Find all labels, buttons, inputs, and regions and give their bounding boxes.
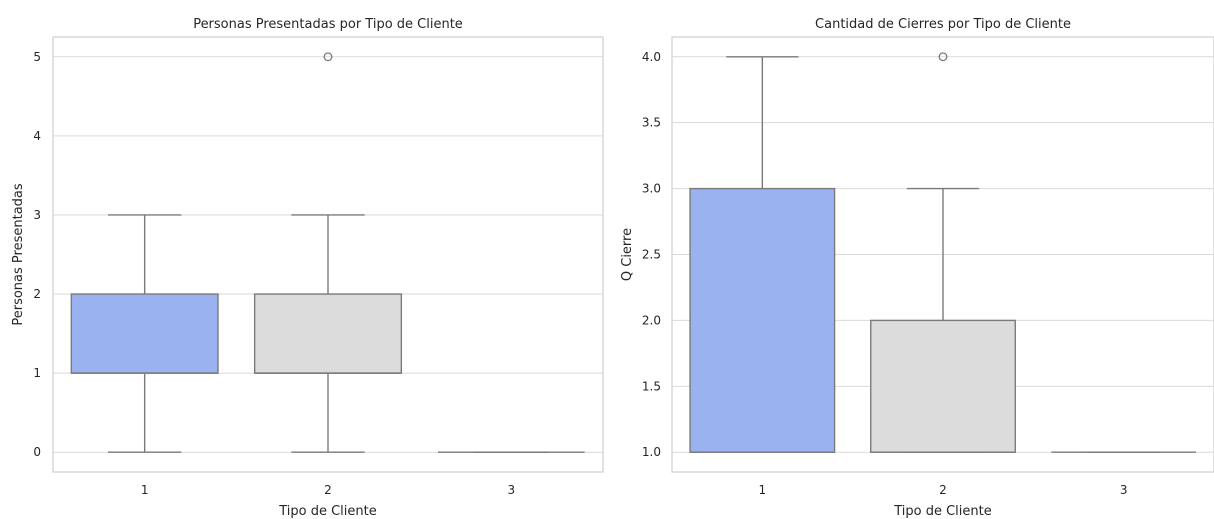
y-tick-label-1-5: 5 <box>33 50 41 64</box>
box-body <box>253 293 403 374</box>
box-body <box>70 293 219 374</box>
y-axis-label-2: Q Cierre <box>620 228 635 281</box>
y-tick-label-1-2: 2 <box>33 287 41 301</box>
x-tick-label-1-3: 3 <box>508 483 516 497</box>
x-axis-label-1: Tipo de Cliente <box>278 504 377 519</box>
y-tick-label-2-3: 2.5 <box>642 248 661 262</box>
box-1-1 <box>70 214 219 453</box>
box-body <box>870 319 1016 453</box>
y-tick-label-2-4: 3.0 <box>642 182 661 196</box>
chart-1: 0 1 2 3 4 5 1 2 3 Personas Presentadas por Tipo d… <box>11 17 604 519</box>
y-tick-label-2-6: 4.0 <box>642 50 661 64</box>
outlier-point-0 <box>938 52 948 62</box>
y-axis-label-1: Personas Presentadas <box>11 183 26 326</box>
y-tick-label-2-1: 1.5 <box>642 379 661 393</box>
y-tick-label-2-5: 3.5 <box>642 116 661 130</box>
box-1-2 <box>253 52 403 453</box>
x-tick-label-2-2: 2 <box>939 483 947 497</box>
chart-title-2: Cantidad de Cierres por Tipo de Cliente <box>815 17 1071 32</box>
x-tick-label-2-1: 1 <box>759 483 767 497</box>
box-2-1 <box>689 56 836 453</box>
y-tick-label-2-2: 2.0 <box>642 313 661 327</box>
box-body <box>689 187 836 453</box>
chart-2: 1.0 1.5 2.0 2.5 3.0 3.5 4.0 1 2 3 Cantidad de Cier… <box>620 17 1214 519</box>
y-tick-label-1-0: 0 <box>33 445 41 459</box>
x-tick-label-2-3: 3 <box>1120 483 1128 497</box>
outlier-point-0 <box>323 52 333 62</box>
y-tick-label-1-3: 3 <box>33 208 41 222</box>
chart-title-1: Personas Presentadas por Tipo de Cliente <box>193 17 463 32</box>
x-axis-label-2: Tipo de Cliente <box>893 504 992 519</box>
box-2-2 <box>870 52 1016 453</box>
x-tick-label-1-1: 1 <box>141 483 149 497</box>
y-tick-label-1-1: 1 <box>33 366 41 380</box>
y-tick-label-1-4: 4 <box>33 129 41 143</box>
x-tick-label-1-2: 2 <box>324 483 332 497</box>
y-tick-label-2-0: 1.0 <box>642 445 661 459</box>
